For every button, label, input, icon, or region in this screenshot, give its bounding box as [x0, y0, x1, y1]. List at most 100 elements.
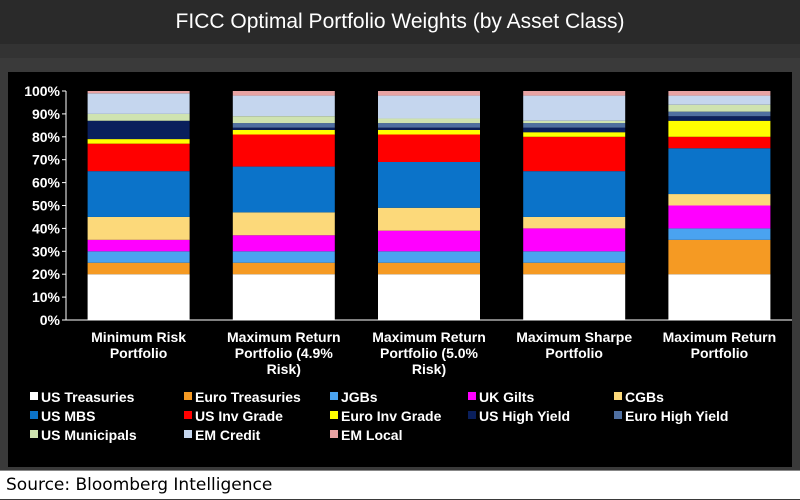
- y-tick-label: 90%: [32, 106, 61, 122]
- bar-segment: [232, 251, 335, 263]
- bar-segment: [87, 143, 190, 172]
- x-category-label: Minimum Risk Portfolio: [91, 329, 186, 361]
- bar-segment: [668, 148, 771, 195]
- bar-segment: [232, 91, 335, 96]
- bar-segment: [378, 230, 480, 252]
- bar-segment: [523, 136, 626, 172]
- bar-segment: [87, 139, 190, 144]
- x-category-label-line: Maximum Return: [663, 329, 777, 345]
- x-category-label: Maximum Return Portfolio: [663, 329, 777, 361]
- legend-swatch: [30, 430, 38, 438]
- x-category-label-line: Portfolio (4.9%: [235, 345, 334, 361]
- bar-segment: [232, 274, 335, 320]
- x-category-label-line: Minimum Risk: [91, 329, 186, 345]
- bar-segment: [232, 235, 335, 252]
- bar-segment: [232, 116, 335, 124]
- legend: US Treasuries Euro Treasuries JGBs UK Gilts…: [30, 389, 728, 443]
- legend-label: CGBs: [625, 389, 664, 405]
- legend-swatch: [468, 392, 476, 400]
- legend-swatch: [614, 411, 622, 419]
- x-category-label-line: Risk): [267, 361, 301, 377]
- x-category-label-line: Maximum Return: [372, 329, 486, 345]
- bar-segment: [378, 123, 480, 128]
- y-tick-label: 80%: [32, 129, 61, 145]
- chart-title: FICC Optimal Portfolio Weights (by Asset…: [0, 0, 800, 44]
- bar-segment: [668, 136, 771, 149]
- bar-segment: [87, 171, 190, 217]
- bar-segment: [668, 95, 771, 105]
- title-divider: [0, 44, 800, 58]
- bar-segment: [232, 212, 335, 236]
- bar-segment: [232, 129, 335, 135]
- bar-segment: [87, 262, 190, 275]
- legend-label: UK Gilts: [479, 389, 534, 405]
- legend-label: US MBS: [41, 408, 95, 424]
- bar-segment: [378, 262, 480, 275]
- bar-segment: [232, 95, 335, 117]
- bar-segment: [668, 228, 771, 240]
- bar-segment: [668, 104, 771, 112]
- bar-segment: [378, 129, 480, 135]
- bar-segment: [523, 274, 626, 320]
- y-tick-label: 60%: [32, 175, 61, 191]
- bar-segment: [523, 228, 626, 252]
- bar-segment: [523, 216, 626, 229]
- bar-segment: [378, 251, 480, 263]
- y-tick-label: 50%: [32, 198, 61, 214]
- legend-swatch: [184, 411, 192, 419]
- bar-segment: [232, 262, 335, 275]
- bar-segment: [87, 93, 190, 114]
- bar-segment: [378, 161, 480, 208]
- bar-segment: [87, 120, 190, 140]
- bar-segment: [668, 194, 771, 206]
- bar-segment: [87, 216, 190, 240]
- x-category-label-line: Maximum Sharpe: [516, 329, 632, 345]
- legend-swatch: [614, 392, 622, 400]
- legend-swatch: [30, 392, 38, 400]
- y-tick-label: 40%: [32, 220, 61, 236]
- x-category-label-line: Portfolio: [545, 345, 603, 361]
- legend-label: Euro High Yield: [625, 408, 728, 424]
- stacked-bar-chart: 0% 10% 20% 30% 40% 50% 60% 70% 80% 90% 100% Minimu…: [24, 83, 792, 443]
- bars: [87, 91, 771, 320]
- x-category-label: Maximum Return Portfolio (5.0% Risk): [372, 329, 486, 377]
- legend-label: US Municipals: [41, 427, 137, 443]
- x-category-label-line: Risk): [412, 361, 446, 377]
- legend-label: JGBs: [341, 389, 378, 405]
- bar-segment: [523, 91, 626, 96]
- bar-segment: [668, 116, 771, 121]
- bar-segment: [378, 274, 480, 320]
- legend-label: Euro Inv Grade: [341, 408, 442, 424]
- legend-label: US Treasuries: [41, 389, 135, 405]
- bar-segment: [232, 123, 335, 128]
- bar-segment: [232, 127, 335, 130]
- bar-segment: [87, 239, 190, 252]
- bar-segment: [523, 251, 626, 263]
- bar-segment: [523, 120, 626, 124]
- legend-swatch: [330, 392, 338, 400]
- legend-label: US Inv Grade: [195, 408, 283, 424]
- legend-swatch: [30, 411, 38, 419]
- chart-panel: 0% 10% 20% 30% 40% 50% 60% 70% 80% 90% 100% Minimu…: [8, 72, 792, 467]
- y-tick-label: 10%: [32, 289, 61, 305]
- legend-swatch: [330, 411, 338, 419]
- bar-segment: [668, 91, 771, 96]
- bar-segment: [668, 205, 771, 229]
- bar-segment: [378, 95, 480, 119]
- bar-segment: [668, 120, 771, 137]
- x-category-label-line: Portfolio: [691, 345, 749, 361]
- x-category-label-line: Portfolio: [110, 345, 168, 361]
- bar-segment: [378, 207, 480, 231]
- legend-swatch: [184, 392, 192, 400]
- legend-swatch: [468, 411, 476, 419]
- bar-segment: [378, 118, 480, 124]
- legend-label: Euro Treasuries: [195, 389, 301, 405]
- y-tick-label: 70%: [32, 152, 61, 168]
- x-category-label-line: Maximum Return: [227, 329, 341, 345]
- legend-label: US High Yield: [479, 408, 570, 424]
- y-tick-label: 100%: [24, 83, 60, 99]
- bar-segment: [87, 91, 190, 94]
- bar-segment: [523, 132, 626, 137]
- source-note: Source: Bloomberg Intelligence: [0, 470, 800, 499]
- x-category-label: Maximum Sharpe Portfolio: [516, 329, 632, 361]
